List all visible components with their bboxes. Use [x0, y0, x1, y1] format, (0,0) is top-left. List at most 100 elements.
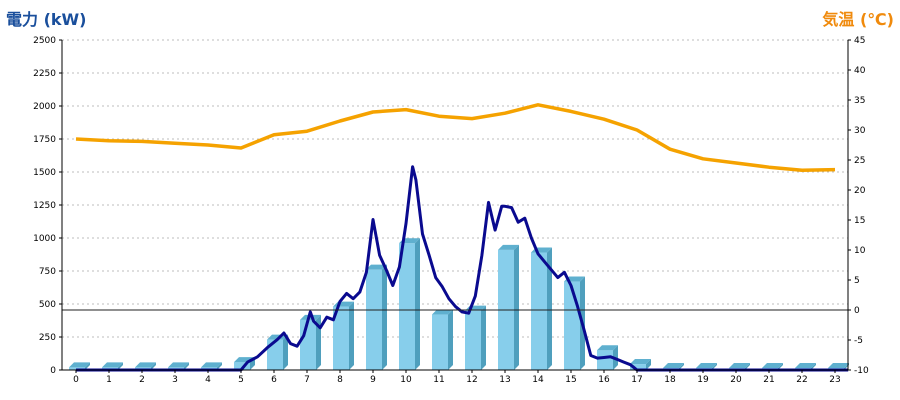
- right-tick-label: -10: [854, 366, 869, 376]
- right-tick-label: 35: [854, 96, 865, 106]
- x-tick-label: 2: [139, 375, 145, 385]
- x-tick-label: 0: [73, 375, 79, 385]
- x-tick-label: 6: [271, 375, 277, 385]
- bar-front: [399, 243, 415, 370]
- bar-side: [547, 247, 552, 370]
- bar-side: [415, 238, 420, 370]
- bar-front: [234, 362, 250, 370]
- bar-side: [481, 305, 486, 370]
- bar-top: [498, 244, 519, 250]
- bar-top: [69, 362, 90, 368]
- x-tick-label: 18: [664, 375, 676, 385]
- bar: [597, 345, 618, 370]
- right-tick-label: 5: [854, 276, 860, 286]
- bar-top: [729, 363, 750, 369]
- bar-top: [762, 363, 783, 369]
- x-tick-label: 21: [763, 375, 774, 385]
- bar-top: [168, 362, 189, 368]
- bar-top: [630, 359, 651, 365]
- grid-layer: [62, 39, 848, 338]
- bar-side: [679, 363, 684, 370]
- x-tick-label: 23: [829, 375, 840, 385]
- bar: [465, 305, 486, 370]
- x-tick-label: 16: [598, 375, 610, 385]
- x-tick-label: 12: [466, 375, 477, 385]
- left-tick-label: 250: [39, 333, 56, 343]
- bar-top: [696, 363, 717, 369]
- bar-side: [646, 359, 651, 370]
- temperature-line: [75, 103, 836, 172]
- bar-side: [151, 362, 156, 370]
- bar-side: [745, 363, 750, 370]
- bar-side: [283, 334, 288, 370]
- x-tick-label: 8: [337, 375, 343, 385]
- bar-front: [630, 364, 646, 370]
- bar-top: [432, 309, 453, 315]
- x-tick-label: 7: [304, 375, 310, 385]
- right-tick-label: -5: [854, 336, 863, 346]
- x-tick-label: 14: [532, 375, 544, 385]
- left-tick-label: 1750: [33, 135, 56, 145]
- bar-side: [118, 362, 123, 370]
- left-axis-title: 電力 (kW): [6, 10, 87, 29]
- bar: [366, 264, 387, 370]
- bar-top: [366, 264, 387, 270]
- right-tick-label: 30: [854, 126, 866, 136]
- lines-layer: [75, 103, 849, 372]
- bar-side: [349, 301, 354, 370]
- bar-side: [448, 309, 453, 370]
- bar: [498, 244, 519, 370]
- power-line: [76, 165, 849, 372]
- bar-front: [432, 314, 448, 370]
- bar: [333, 301, 354, 370]
- left-tick-label: 1500: [33, 168, 56, 178]
- left-tick-label: 1000: [33, 234, 56, 244]
- right-tick-label: 20: [854, 186, 866, 196]
- left-tick-label: 0: [50, 366, 56, 376]
- bar-front: [564, 281, 580, 370]
- bar: [432, 309, 453, 370]
- x-tick-label: 11: [433, 375, 444, 385]
- bar: [300, 314, 321, 370]
- bar-top: [597, 345, 618, 351]
- bar-side: [712, 363, 717, 370]
- x-tick-label: 17: [631, 375, 642, 385]
- bar-front: [267, 339, 283, 370]
- bar-top: [300, 314, 321, 320]
- power-bars: [69, 238, 849, 370]
- x-tick-label: 15: [565, 375, 576, 385]
- bar: [399, 238, 420, 370]
- bar-top: [102, 362, 123, 368]
- right-tick-label: 0: [854, 306, 860, 316]
- x-tick-label: 20: [730, 375, 742, 385]
- left-tick-label: 2500: [33, 36, 56, 46]
- left-tick-label: 2000: [33, 102, 56, 112]
- x-tick-label: 22: [796, 375, 807, 385]
- x-tick-label: 4: [205, 375, 211, 385]
- x-tick-label: 5: [238, 375, 244, 385]
- bar-front: [465, 310, 481, 370]
- x-tick-label: 3: [172, 375, 178, 385]
- bar-side: [382, 264, 387, 370]
- bar-side: [85, 362, 90, 370]
- bar-top: [135, 362, 156, 368]
- bar-top: [663, 363, 684, 369]
- left-tick-label: 2250: [33, 69, 56, 79]
- bar-front: [333, 306, 349, 370]
- bar-side: [514, 244, 519, 370]
- right-tick-label: 40: [854, 66, 866, 76]
- bar-front: [300, 319, 316, 370]
- bar-front: [366, 269, 382, 370]
- bar-front: [597, 350, 613, 370]
- bar-side: [217, 362, 222, 370]
- x-tick-label: 1: [106, 375, 112, 385]
- bar-side: [184, 362, 189, 370]
- x-tick-label: 10: [400, 375, 412, 385]
- tick-labels: 02505007501000125015001750200022502500-1…: [33, 36, 869, 385]
- right-tick-label: 10: [854, 246, 866, 256]
- bar: [630, 359, 651, 370]
- bar-top: [828, 363, 849, 369]
- bar-side: [811, 363, 816, 370]
- x-tick-label: 13: [499, 375, 510, 385]
